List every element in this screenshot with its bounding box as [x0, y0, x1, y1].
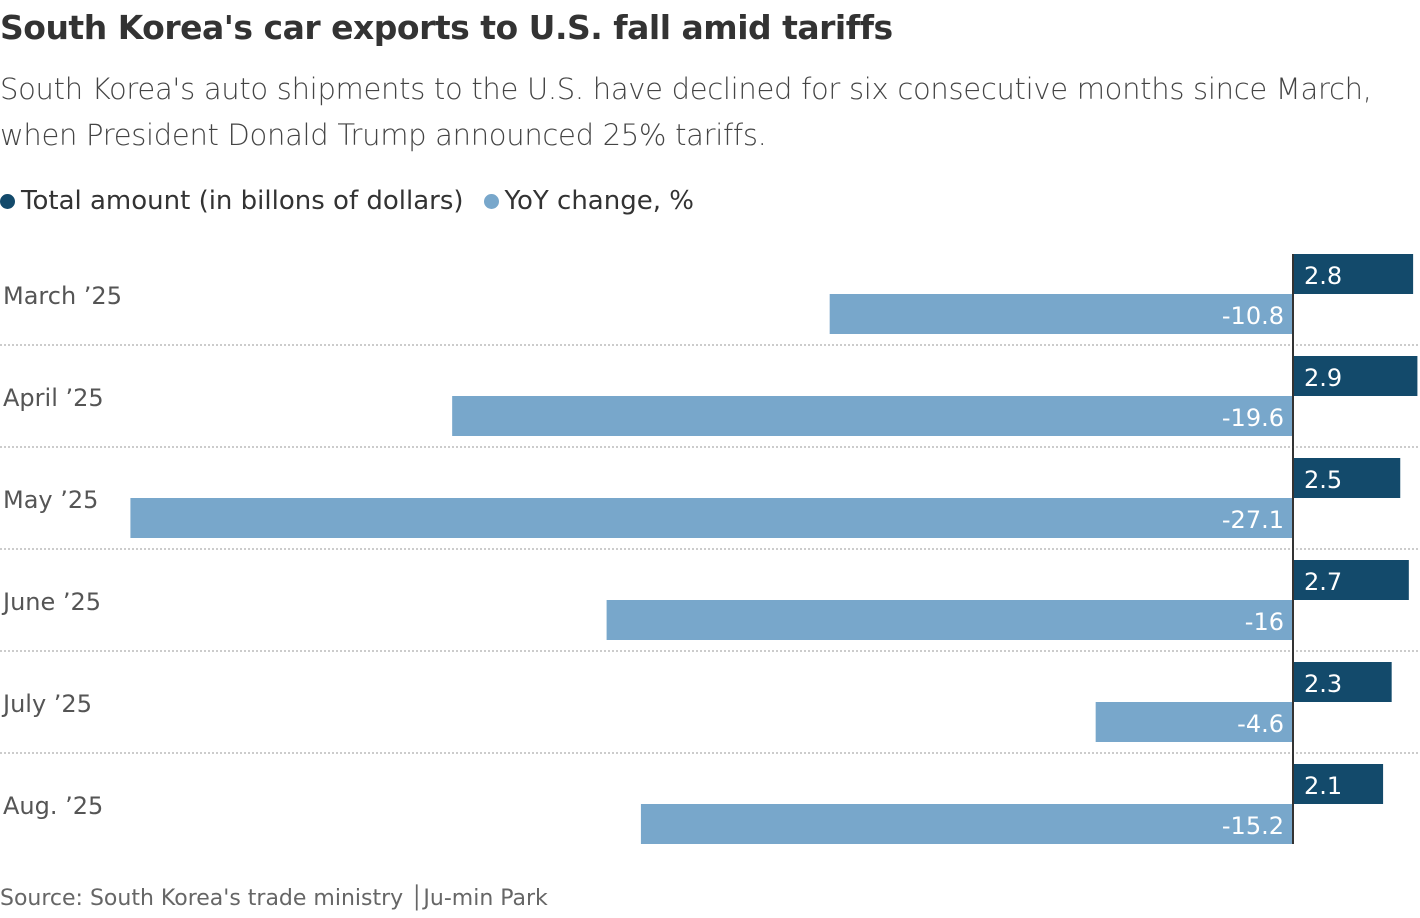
- category-label: June ’25: [1, 588, 101, 616]
- bar-total: [1293, 254, 1414, 294]
- bar-total: [1293, 458, 1401, 498]
- data-label-yoy: -19.6: [1222, 404, 1284, 432]
- source-note: Source: South Korea's trade ministry │Ju…: [0, 886, 548, 911]
- legend-label-total: Total amount (in billons of dollars): [21, 186, 464, 216]
- category-label: Aug. ’25: [3, 792, 103, 820]
- bar-total: [1293, 356, 1418, 396]
- legend-item-total: Total amount (in billons of dollars): [0, 186, 464, 216]
- data-label-yoy: -4.6: [1237, 710, 1284, 738]
- data-label-total: 2.7: [1304, 568, 1342, 596]
- legend-label-yoy: YoY change, %: [504, 186, 694, 216]
- legend-swatch-total: [0, 193, 15, 209]
- bar-yoy: [640, 804, 1293, 844]
- bar-total: [1293, 662, 1392, 702]
- bar-yoy: [452, 396, 1293, 436]
- data-label-yoy: -15.2: [1222, 812, 1284, 840]
- chart-subtitle: South Korea's auto shipments to the U.S.…: [0, 72, 1372, 152]
- data-label-yoy: -27.1: [1222, 506, 1284, 534]
- bar-yoy: [130, 498, 1293, 538]
- chart-title: South Korea's car exports to U.S. fall a…: [0, 8, 893, 47]
- legend: Total amount (in billons of dollars) YoY…: [0, 186, 694, 216]
- category-label: July ’25: [1, 690, 92, 718]
- data-label-total: 2.5: [1304, 466, 1342, 494]
- data-label-yoy: -10.8: [1222, 302, 1284, 330]
- category-label: March ’25: [3, 282, 122, 310]
- bar-total: [1293, 560, 1409, 600]
- data-label-total: 2.3: [1304, 670, 1342, 698]
- data-label-total: 2.1: [1304, 772, 1342, 800]
- data-label-yoy: -16: [1245, 608, 1284, 636]
- category-label: April ’25: [3, 384, 104, 412]
- bar-yoy: [1095, 702, 1293, 742]
- bar-total: [1293, 764, 1384, 804]
- data-label-total: 2.9: [1304, 364, 1342, 392]
- data-label-total: 2.8: [1304, 262, 1342, 290]
- legend-item-yoy: YoY change, %: [483, 186, 694, 216]
- bar-yoy: [606, 600, 1293, 640]
- category-label: May ’25: [3, 486, 98, 514]
- bar-yoy: [829, 294, 1293, 334]
- legend-swatch-yoy: [483, 193, 499, 209]
